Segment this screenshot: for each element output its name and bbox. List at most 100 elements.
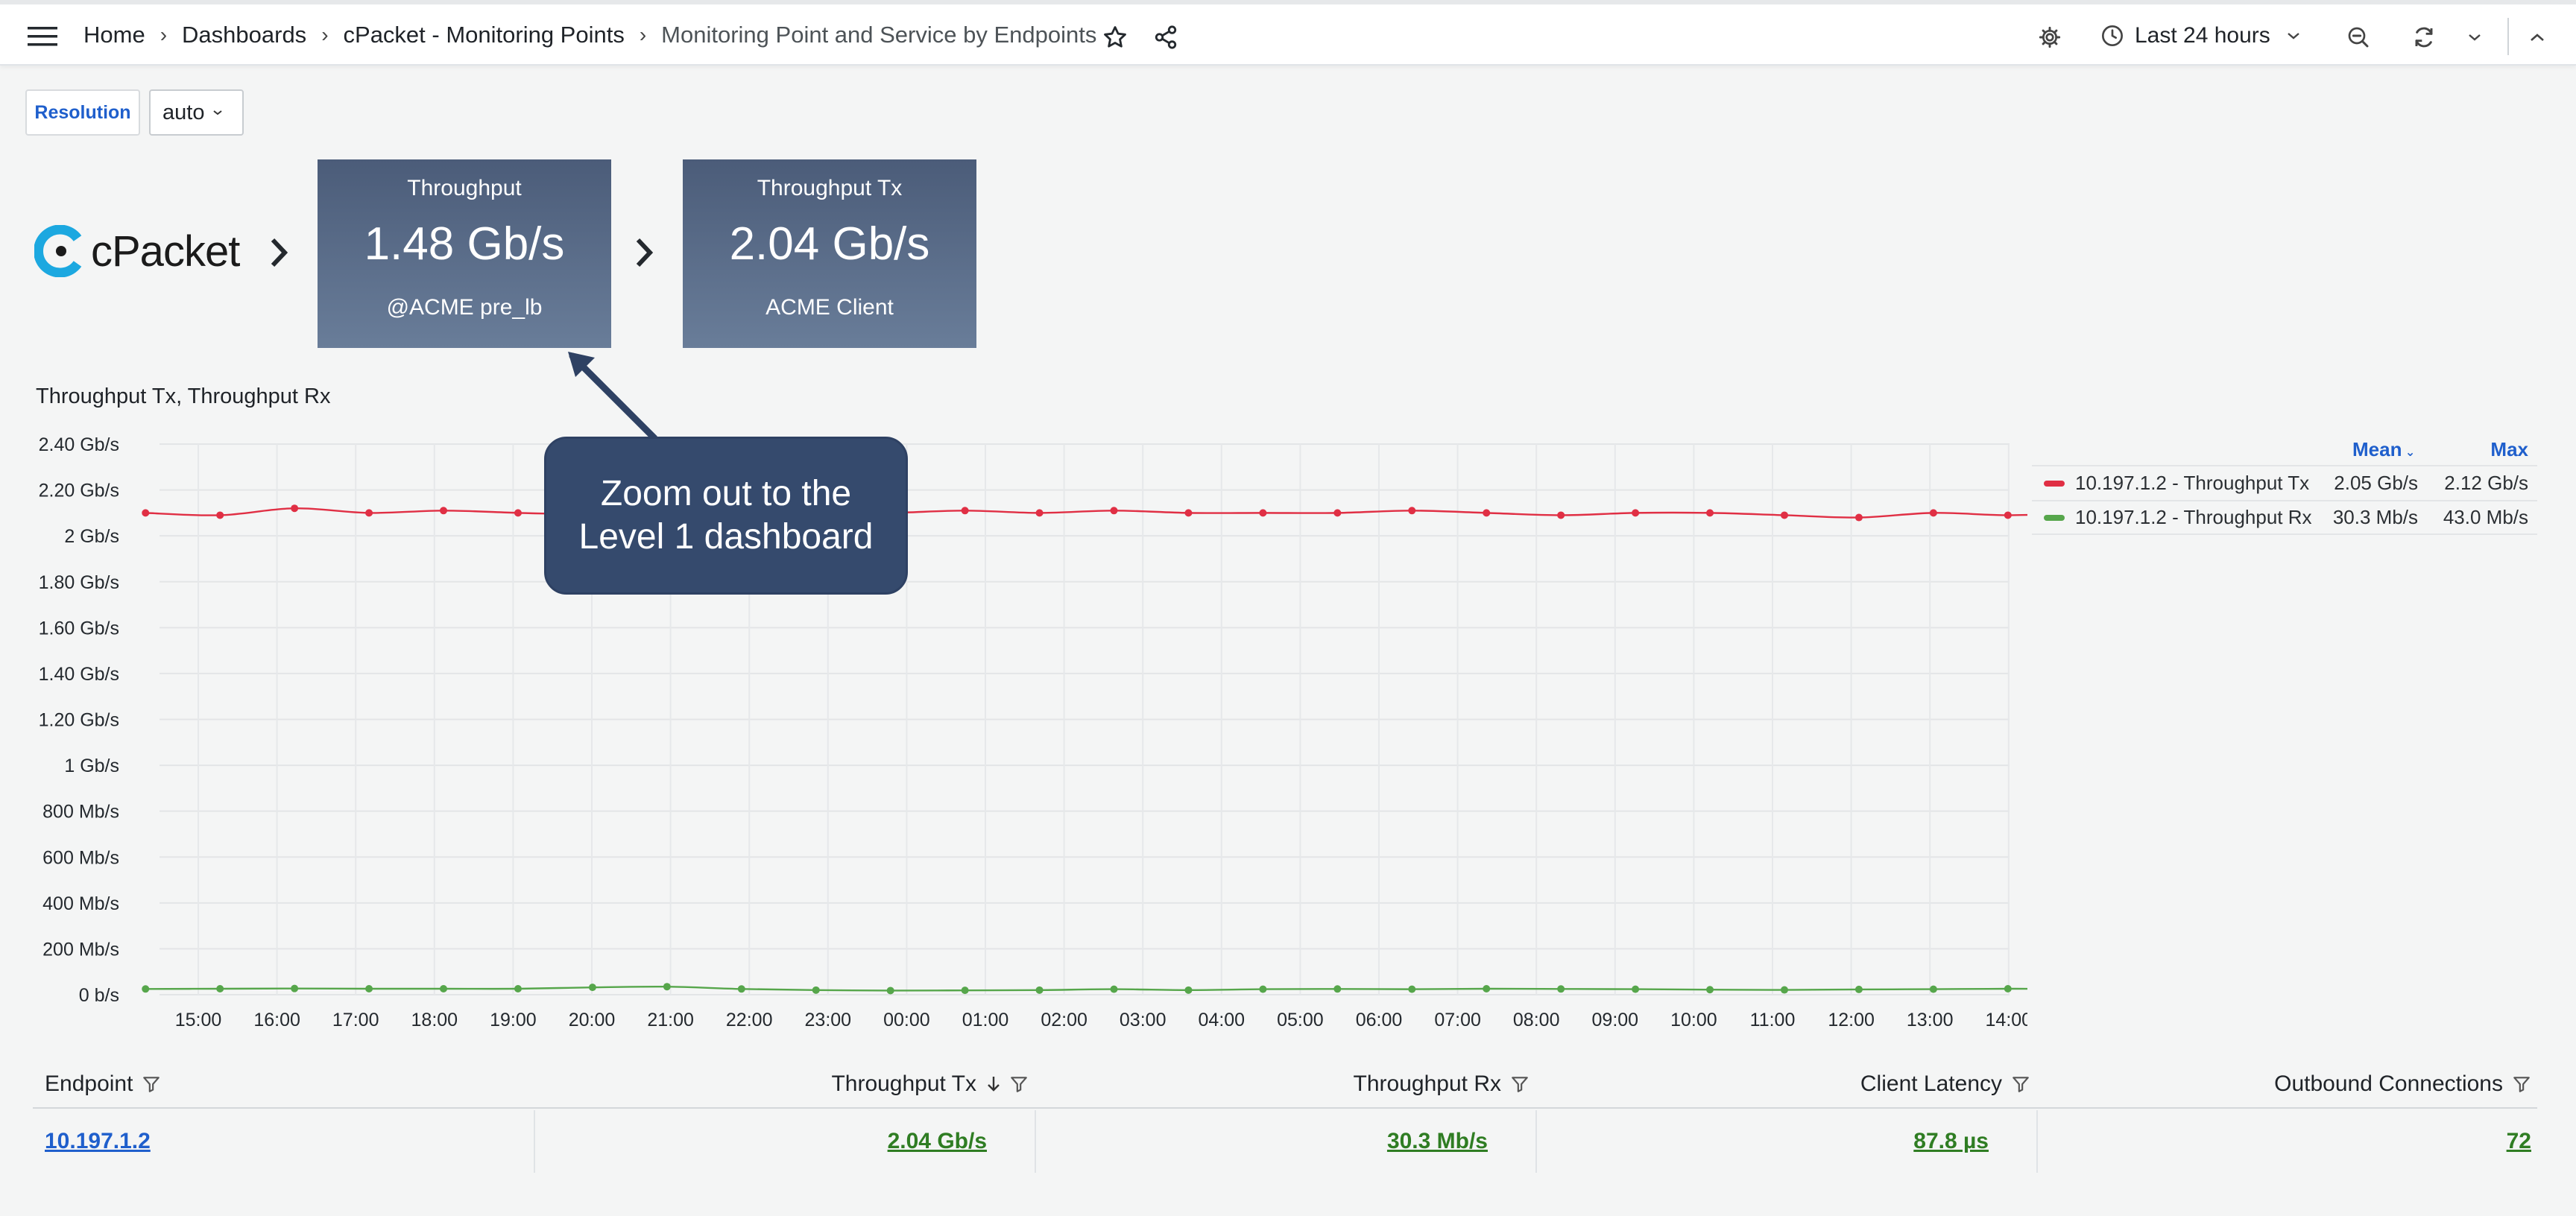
- data-point: [216, 984, 224, 992]
- y-tick-label: 2.40 Gb/s: [39, 434, 119, 455]
- chevron-down-icon: [212, 108, 224, 117]
- column-header-client-latency[interactable]: Client Latency: [1860, 1071, 2030, 1097]
- throughput-timeseries-chart[interactable]: 0 b/s 200 Mb/s 400 Mb/s 600 Mb/s 800 Mb/s 1 G…: [0, 425, 2027, 1036]
- refresh-interval-chevron-icon[interactable]: [2463, 25, 2487, 49]
- callout-line: Zoom out to the: [600, 474, 852, 513]
- data-point: [663, 983, 671, 991]
- time-range-label: Last 24 hours: [2135, 23, 2270, 48]
- data-point: [1035, 986, 1044, 994]
- stat-value: 1.48 Gb/s: [364, 218, 565, 270]
- x-tick-label: 10:00: [1670, 1010, 1717, 1030]
- table-row: 10.197.1.2 2.04 Gb/s 30.3 Mb/s 87.8 µs 7…: [33, 1110, 2537, 1173]
- x-tick-label: 17:00: [332, 1010, 379, 1030]
- legend-mean: 2.05 Gb/s: [2334, 472, 2418, 494]
- data-point: [2004, 511, 2012, 519]
- table-cell-divider: [2036, 1110, 2038, 1173]
- time-range-picker[interactable]: Last 24 hours: [2100, 21, 2302, 51]
- data-point: [514, 509, 522, 517]
- chevron-right-icon: ›: [160, 23, 168, 46]
- stat-panel-throughput-tx[interactable]: Throughput Tx 2.04 Gb/s ACME Client: [683, 159, 976, 348]
- x-tick-label: 08:00: [1513, 1010, 1560, 1030]
- y-tick-label: 2.20 Gb/s: [39, 481, 119, 501]
- data-point: [1929, 509, 1937, 517]
- column-label: Outbound Connections: [2274, 1071, 2503, 1096]
- client-latency-link[interactable]: 87.8 µs: [1913, 1129, 1989, 1153]
- column-label: Throughput Tx: [831, 1071, 976, 1096]
- data-point: [1483, 984, 1491, 992]
- filter-icon[interactable]: [1009, 1074, 1029, 1094]
- x-tick-label: 13:00: [1907, 1010, 1954, 1030]
- filter-icon[interactable]: [2512, 1074, 2531, 1094]
- throughput-rx-link[interactable]: 30.3 Mb/s: [1386, 1129, 1488, 1153]
- chevron-right-icon: ›: [321, 23, 329, 46]
- data-point: [1780, 986, 1788, 994]
- data-point: [365, 509, 373, 517]
- refresh-icon[interactable]: [2409, 22, 2439, 52]
- data-point: [1780, 511, 1788, 519]
- share-icon[interactable]: [1151, 22, 1181, 52]
- table-cell-divider: [1035, 1110, 1036, 1173]
- star-icon[interactable]: [1100, 22, 1130, 52]
- chevron-up-icon[interactable]: [2522, 25, 2552, 49]
- legend-swatch: [2044, 480, 2065, 487]
- throughput-tx-link[interactable]: 2.04 Gb/s: [887, 1129, 987, 1153]
- y-tick-label: 1.40 Gb/s: [39, 664, 119, 685]
- data-point: [291, 984, 299, 992]
- chevron-right-icon: ›: [639, 23, 647, 46]
- data-point: [216, 511, 224, 519]
- data-point: [1408, 985, 1416, 993]
- y-tick-label: 400 Mb/s: [42, 893, 119, 914]
- stat-panel-throughput[interactable]: Throughput 1.48 Gb/s @ACME pre_lb: [318, 159, 611, 348]
- table-header: Endpoint Throughput Tx Throughput Rx Cli…: [33, 1058, 2537, 1109]
- column-header-throughput-rx[interactable]: Throughput Rx: [1354, 1071, 1530, 1097]
- zoom-out-icon[interactable]: [2343, 22, 2373, 52]
- data-point: [1706, 986, 1714, 994]
- resolution-select[interactable]: auto: [149, 89, 244, 136]
- data-point: [142, 985, 150, 993]
- data-point: [1557, 985, 1565, 993]
- data-point: [514, 984, 522, 992]
- column-header-throughput-tx[interactable]: Throughput Tx: [831, 1071, 1029, 1097]
- column-header-outbound-connections[interactable]: Outbound Connections: [2274, 1071, 2531, 1097]
- legend-row-tx[interactable]: 10.197.1.2 - Throughput Tx 2.05 Gb/s 2.1…: [2032, 465, 2537, 500]
- x-tick-label: 02:00: [1041, 1010, 1087, 1030]
- data-point: [1184, 509, 1193, 517]
- legend-max: 2.12 Gb/s: [2444, 472, 2528, 494]
- x-tick-label: 23:00: [805, 1010, 852, 1030]
- cpacket-logo: cPacket: [34, 224, 240, 279]
- x-tick-label: 07:00: [1434, 1010, 1481, 1030]
- y-tick-label: 1.80 Gb/s: [39, 572, 119, 593]
- filter-icon[interactable]: [2011, 1074, 2030, 1094]
- toolbar-divider: [2507, 18, 2509, 55]
- x-tick-label: 05:00: [1277, 1010, 1324, 1030]
- legend-mean: 30.3 Mb/s: [2332, 506, 2418, 528]
- series-line-rx: [145, 985, 2027, 992]
- data-point: [1259, 509, 1267, 517]
- logo-text: cPacket: [91, 227, 240, 276]
- data-point: [1854, 513, 1863, 522]
- data-point: [1110, 507, 1118, 515]
- column-label: Endpoint: [45, 1071, 133, 1096]
- data-point: [440, 984, 448, 992]
- legend-sort-mean[interactable]: Mean ⌄: [2352, 438, 2416, 460]
- breadcrumb-dashboards[interactable]: Dashboards: [182, 22, 307, 48]
- x-tick-label: 03:00: [1120, 1010, 1167, 1030]
- settings-gear-icon[interactable]: [2035, 22, 2065, 52]
- x-tick-label: 18:00: [411, 1010, 458, 1030]
- series-line-tx: [145, 507, 2027, 524]
- x-tick-label: 06:00: [1356, 1010, 1403, 1030]
- legend-row-rx[interactable]: 10.197.1.2 - Throughput Rx 30.3 Mb/s 43.…: [2032, 500, 2537, 535]
- legend-max: 43.0 Mb/s: [2443, 506, 2528, 528]
- chevron-down-icon: ⌄: [2402, 446, 2416, 459]
- outbound-connections-link[interactable]: 72: [2506, 1129, 2531, 1153]
- breadcrumb-home[interactable]: Home: [83, 22, 145, 48]
- menu-icon[interactable]: [27, 24, 58, 49]
- column-header-endpoint[interactable]: Endpoint: [45, 1071, 161, 1097]
- breadcrumb-folder[interactable]: cPacket - Monitoring Points: [343, 22, 625, 48]
- endpoint-link[interactable]: 10.197.1.2: [45, 1129, 151, 1153]
- y-tick-label: 1.60 Gb/s: [39, 618, 119, 639]
- filter-icon[interactable]: [1510, 1074, 1530, 1094]
- chart-legend: Mean ⌄ Max 10.197.1.2 - Throughput Tx 2.…: [2032, 432, 2537, 535]
- filter-icon[interactable]: [142, 1074, 161, 1094]
- legend-sort-max[interactable]: Max: [2490, 438, 2528, 460]
